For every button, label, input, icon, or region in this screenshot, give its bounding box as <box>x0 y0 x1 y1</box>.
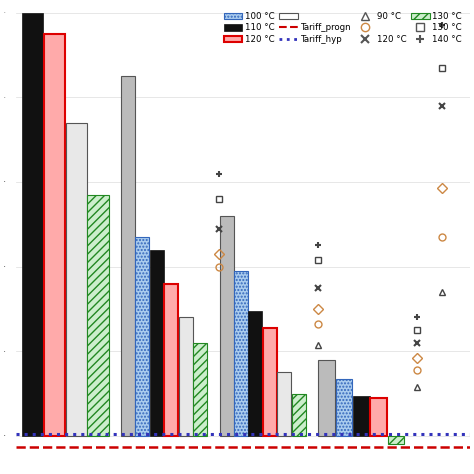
Bar <box>318 360 335 436</box>
Bar <box>193 343 207 436</box>
Bar <box>388 436 404 445</box>
Bar <box>179 318 193 436</box>
Bar <box>136 237 149 436</box>
Bar <box>370 398 387 436</box>
Bar <box>292 393 306 436</box>
Bar <box>44 34 65 436</box>
Bar <box>277 373 292 436</box>
Legend: 100 °C, 110 °C, 120 °C, , Tariff_progn, Tariff_hyp, 90 °C, , 120 °C, 130 °C, 130: 100 °C, 110 °C, 120 °C, , Tariff_progn, … <box>220 9 465 47</box>
Bar <box>263 328 277 436</box>
Bar <box>164 283 178 436</box>
Bar <box>234 271 248 436</box>
Bar <box>150 250 164 436</box>
Bar <box>22 13 44 436</box>
Bar <box>121 76 135 436</box>
Bar <box>353 396 370 436</box>
Bar <box>248 311 263 436</box>
Bar <box>219 216 234 436</box>
Bar <box>88 195 109 436</box>
Bar <box>66 123 87 436</box>
Bar <box>336 379 352 436</box>
